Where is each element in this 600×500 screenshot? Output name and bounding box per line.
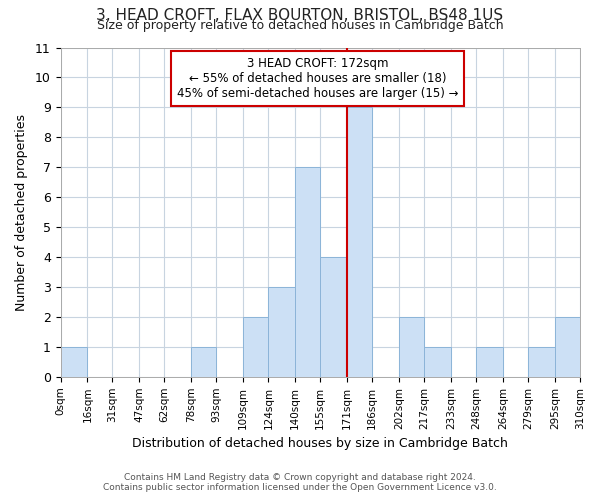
Bar <box>424 347 451 377</box>
Bar <box>268 287 295 377</box>
Bar <box>555 317 580 377</box>
Text: Size of property relative to detached houses in Cambridge Batch: Size of property relative to detached ho… <box>97 18 503 32</box>
Bar <box>347 108 372 377</box>
Bar <box>295 168 320 377</box>
Bar <box>476 347 503 377</box>
Bar <box>191 347 217 377</box>
X-axis label: Distribution of detached houses by size in Cambridge Batch: Distribution of detached houses by size … <box>133 437 508 450</box>
Text: Contains HM Land Registry data © Crown copyright and database right 2024.
Contai: Contains HM Land Registry data © Crown c… <box>103 473 497 492</box>
Bar <box>243 317 268 377</box>
Bar <box>528 347 555 377</box>
Bar <box>61 347 88 377</box>
Bar <box>320 257 347 377</box>
Text: 3 HEAD CROFT: 172sqm
← 55% of detached houses are smaller (18)
45% of semi-detac: 3 HEAD CROFT: 172sqm ← 55% of detached h… <box>177 58 458 100</box>
Text: 3, HEAD CROFT, FLAX BOURTON, BRISTOL, BS48 1US: 3, HEAD CROFT, FLAX BOURTON, BRISTOL, BS… <box>97 8 503 22</box>
Bar <box>399 317 424 377</box>
Y-axis label: Number of detached properties: Number of detached properties <box>15 114 28 310</box>
